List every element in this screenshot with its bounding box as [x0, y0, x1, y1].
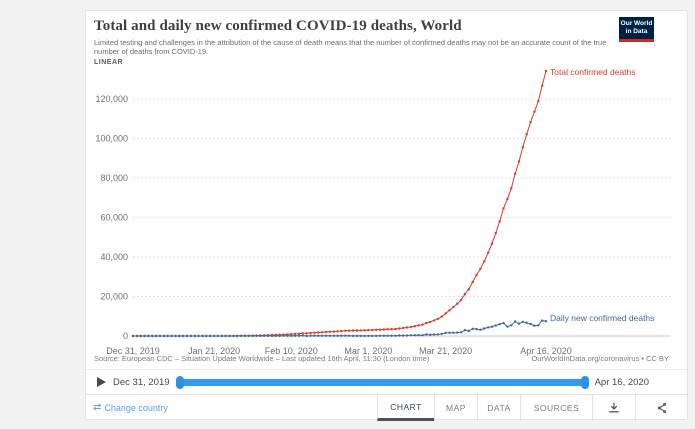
- svg-text:80,000: 80,000: [100, 173, 128, 183]
- swap-arrows-icon: ⇄: [93, 402, 102, 413]
- timeline-start-date: Dec 31, 2019: [113, 376, 170, 388]
- tab-map[interactable]: MAP: [434, 395, 477, 421]
- share-icon: [657, 402, 666, 414]
- timeline-track[interactable]: [176, 378, 588, 386]
- owid-logo-line1: Our World: [620, 20, 653, 27]
- chart-title: Total and daily new confirmed COVID-19 d…: [94, 18, 462, 34]
- daily-new-confirmed-deaths-label: Daily new confirmed deaths: [550, 313, 655, 323]
- footer-bar: ⇄ Change country CHART MAP DATA SOURCES: [86, 394, 687, 421]
- timeline-end-date: Apr 16, 2020: [594, 376, 649, 388]
- tab-chart[interactable]: CHART: [377, 395, 434, 421]
- download-icon: [609, 402, 619, 413]
- download-button[interactable]: [592, 395, 635, 421]
- change-country-label: Change country: [104, 403, 168, 413]
- svg-text:Jan 21, 2020: Jan 21, 2020: [188, 346, 240, 356]
- source-note: Source: European CDC – Situation Update …: [94, 354, 430, 363]
- timeline-end-handle[interactable]: [580, 375, 589, 389]
- timeline-bar: Dec 31, 2019 Apr 16, 2020: [86, 369, 687, 394]
- share-button[interactable]: [635, 395, 687, 421]
- svg-text:20,000: 20,000: [100, 292, 128, 302]
- owid-logo-line2: in Data: [625, 28, 648, 35]
- chart-card: Total and daily new confirmed COVID-19 d…: [85, 10, 688, 421]
- total-confirmed-deaths-label: Total confirmed deaths: [550, 67, 636, 77]
- svg-text:Mar 21, 2020: Mar 21, 2020: [419, 346, 472, 356]
- svg-text:40,000: 40,000: [100, 252, 128, 262]
- footnote-row: Source: European CDC – Situation Update …: [94, 354, 669, 363]
- svg-text:Apr 16, 2020: Apr 16, 2020: [520, 346, 572, 356]
- owid-logo: Our World in Data: [619, 17, 654, 42]
- svg-text:Dec 31, 2019: Dec 31, 2019: [106, 346, 160, 356]
- svg-text:60,000: 60,000: [100, 213, 128, 223]
- attribution-note: OurWorldInData.org/coronavirus • CC BY: [531, 354, 669, 363]
- tab-data[interactable]: DATA: [477, 395, 520, 421]
- change-country-link[interactable]: ⇄ Change country: [86, 395, 377, 421]
- timeline-slider[interactable]: [175, 375, 589, 389]
- svg-text:0: 0: [123, 331, 128, 341]
- scale-toggle-linear[interactable]: LINEAR: [94, 59, 124, 66]
- timeline-start-handle[interactable]: [175, 375, 184, 389]
- svg-text:120,000: 120,000: [95, 94, 128, 104]
- tab-sources[interactable]: SOURCES: [520, 395, 592, 421]
- chart-subtitle: Limited testing and challenges in the at…: [94, 38, 607, 56]
- svg-text:Mar 1, 2020: Mar 1, 2020: [344, 346, 392, 356]
- play-icon[interactable]: [97, 377, 106, 387]
- svg-text:100,000: 100,000: [95, 134, 128, 144]
- chart-plot: 0 20,000 40,000 60,000 80,000 100,000 120,000 D…: [95, 69, 671, 356]
- svg-text:Feb 10, 2020: Feb 10, 2020: [265, 346, 318, 356]
